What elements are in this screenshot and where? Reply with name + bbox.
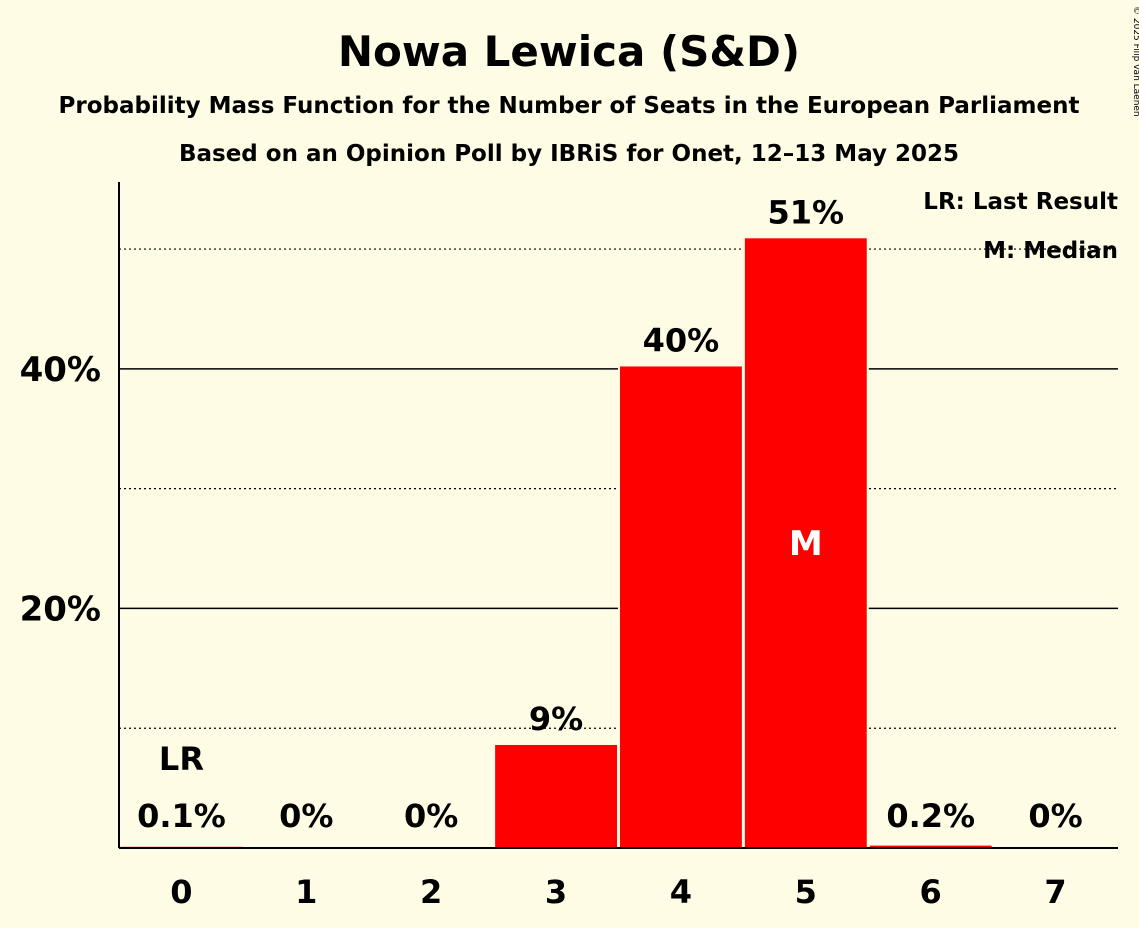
value-label: 51% — [768, 193, 845, 231]
value-label: 0% — [404, 797, 458, 835]
x-tick-label: 0 — [170, 873, 192, 911]
chart-subtitle-poll: Based on an Opinion Poll by IBRiS for On… — [179, 141, 959, 167]
y-tick-label: 20% — [20, 589, 101, 629]
value-label: 0% — [279, 797, 333, 835]
x-tick-label: 6 — [920, 873, 942, 911]
bar-labels: 0.1% 0% 0% 9% 40% 51% 0.2% 0% LR M — [137, 193, 1083, 835]
x-tick-label: 3 — [545, 873, 567, 911]
x-tick-label: 4 — [670, 873, 692, 911]
bar-outline — [118, 844, 245, 848]
copyright-note: © 2025 Filip van Laenen — [1131, 6, 1139, 117]
bar — [869, 845, 992, 848]
legend-last-result: LR: Last Result — [923, 189, 1118, 215]
value-label: 9% — [529, 700, 583, 738]
median-marker: M — [789, 524, 823, 564]
x-tick-label: 5 — [795, 873, 817, 911]
bars — [118, 236, 994, 848]
chart-title: Nowa Lewica (S&D) — [338, 27, 800, 76]
last-result-marker: LR — [159, 740, 204, 778]
bar — [495, 744, 617, 848]
x-tick-label: 2 — [420, 873, 442, 911]
bar — [744, 238, 867, 848]
value-label: 0.2% — [886, 797, 975, 835]
axes: 20% 40% 0 1 2 3 4 5 6 7 — [20, 182, 1118, 911]
value-label: 0.1% — [137, 797, 226, 835]
y-tick-label: 40% — [20, 350, 101, 390]
value-label: 0% — [1028, 797, 1082, 835]
x-tick-label: 7 — [1044, 873, 1066, 911]
chart-subtitle: Probability Mass Function for the Number… — [59, 93, 1080, 119]
value-label: 40% — [643, 321, 720, 359]
x-tick-label: 1 — [295, 873, 317, 911]
bar — [620, 366, 742, 848]
legend-median: M: Median — [983, 238, 1118, 264]
